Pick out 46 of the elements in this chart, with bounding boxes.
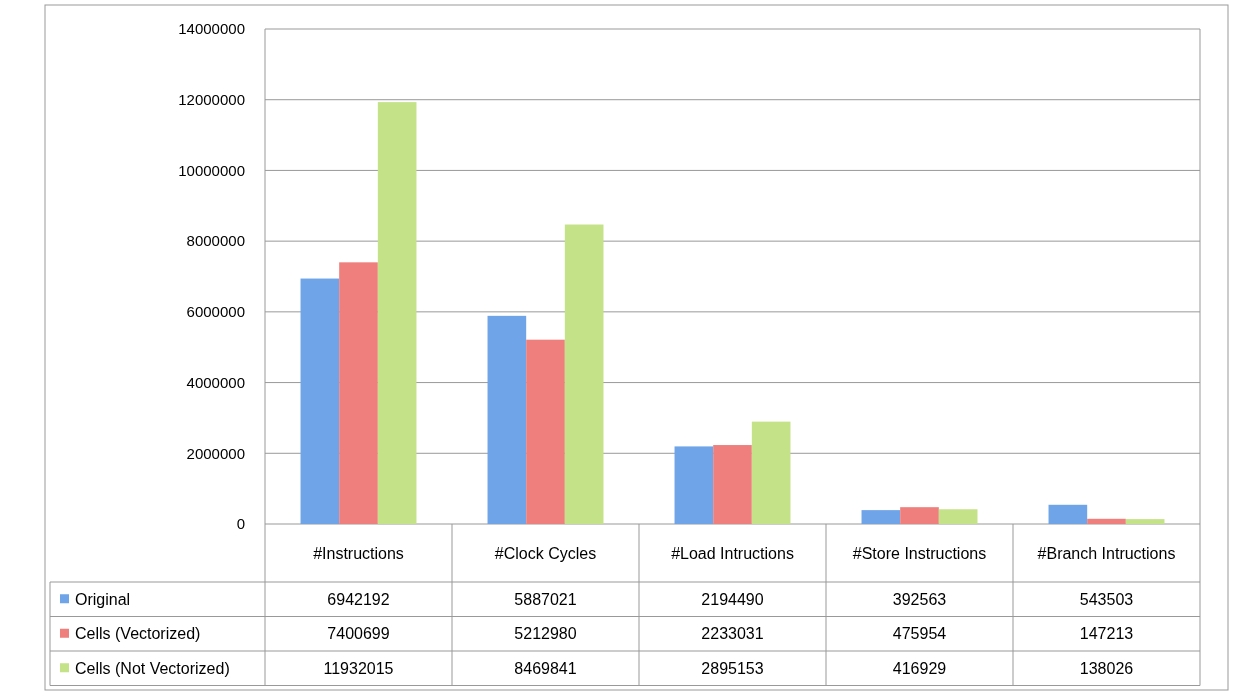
data-label: 8469841 <box>514 659 577 677</box>
y-tick-label: 0 <box>236 515 245 533</box>
bar <box>938 509 978 524</box>
data-label: 475954 <box>892 625 947 643</box>
data-label: 416929 <box>892 659 947 677</box>
y-tick-label: 14000000 <box>178 20 245 38</box>
y-tick-label: 10000000 <box>178 161 245 179</box>
data-label: 392563 <box>892 590 947 608</box>
bar <box>564 224 604 524</box>
data-label: 543503 <box>1079 590 1134 608</box>
data-label: 2895153 <box>701 659 764 677</box>
data-label: 2233031 <box>701 625 764 643</box>
legend-label: Original <box>75 590 131 608</box>
data-label: 5212980 <box>514 625 577 643</box>
bar <box>900 507 939 524</box>
bar <box>1048 504 1088 524</box>
bar <box>300 278 340 524</box>
y-tick-label: 12000000 <box>178 90 245 108</box>
data-label: 2194490 <box>701 590 764 608</box>
legend-label: Cells (Not Vectorized) <box>75 659 230 677</box>
bar <box>674 446 714 524</box>
y-tick-label: 8000000 <box>186 232 245 250</box>
y-tick-label: 2000000 <box>186 444 245 462</box>
bar <box>713 445 752 524</box>
data-label: 11932015 <box>323 659 394 677</box>
bar <box>526 339 565 524</box>
bar <box>1125 519 1165 524</box>
x-tick-label: #Branch Intructions <box>1037 544 1176 562</box>
x-tick-label: #Clock Cycles <box>494 544 597 562</box>
bar <box>487 315 527 524</box>
bar <box>339 262 378 524</box>
bar <box>1087 518 1126 524</box>
y-tick-label: 4000000 <box>186 373 245 391</box>
data-label: 6942192 <box>327 590 390 608</box>
data-label: 138026 <box>1079 659 1134 677</box>
data-label: 147213 <box>1079 625 1134 643</box>
x-tick-label: #Instructions <box>313 544 404 562</box>
bar <box>861 510 901 524</box>
data-label: 5887021 <box>514 590 577 608</box>
y-tick-label: 6000000 <box>186 303 245 321</box>
bar <box>377 102 417 524</box>
x-tick-label: #Load Intructions <box>671 544 794 562</box>
x-tick-label: #Store Instructions <box>852 544 987 562</box>
bar <box>751 421 791 524</box>
data-label: 7400699 <box>327 625 390 643</box>
legend-label: Cells (Vectorized) <box>75 625 201 643</box>
